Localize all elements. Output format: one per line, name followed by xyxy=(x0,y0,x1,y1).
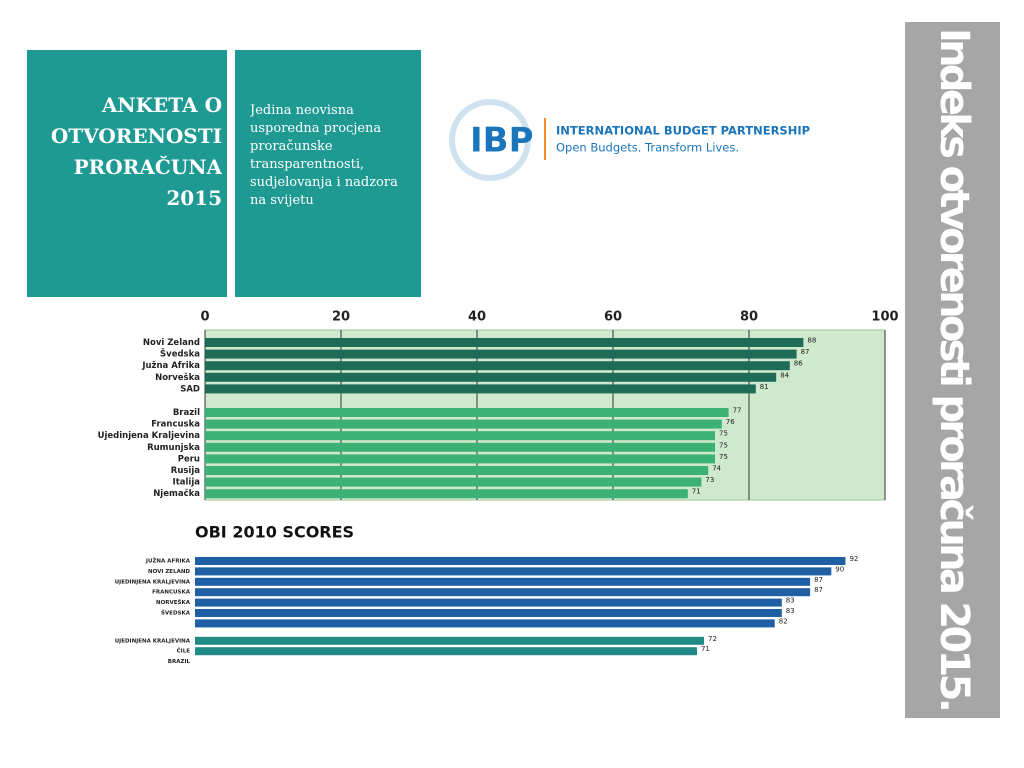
y-tick-label: NOVI ZELAND xyxy=(148,569,190,575)
y-tick-label: SAD xyxy=(180,384,200,394)
value-label: 72 xyxy=(708,635,717,643)
value-label: 86 xyxy=(794,360,803,368)
x-tick-label: 0 xyxy=(200,310,209,325)
x-tick-label: 60 xyxy=(604,310,622,325)
bar xyxy=(195,609,782,617)
header-title: ANKETA O OTVORENOSTI PRORAČUNA 2015 xyxy=(50,93,222,210)
side-bar xyxy=(905,22,1000,718)
bar xyxy=(205,477,702,487)
value-label: 75 xyxy=(719,453,728,461)
chart-title: OBI 2010 SCORES xyxy=(195,523,354,542)
y-tick-label: Njemačka xyxy=(153,488,200,499)
y-tick-label: Novi Zeland xyxy=(143,338,200,348)
bar xyxy=(205,338,804,347)
logo-tagline: Open Budgets. Transform Lives. xyxy=(556,141,739,155)
value-label: 87 xyxy=(814,586,823,594)
bar xyxy=(205,408,729,417)
x-tick-label: 40 xyxy=(468,310,486,325)
bar xyxy=(205,489,688,499)
bar xyxy=(195,557,846,565)
value-label: 83 xyxy=(786,607,795,615)
bar xyxy=(195,577,811,586)
y-tick-label: NORVEŠKA xyxy=(156,599,191,606)
y-tick-label: Švedska xyxy=(160,348,200,360)
value-label: 82 xyxy=(779,617,788,625)
value-label: 88 xyxy=(807,337,816,345)
logo-ring xyxy=(449,99,531,181)
x-tick-label: 80 xyxy=(740,310,758,325)
y-tick-label: Ujedinjena Kraljevina xyxy=(98,431,201,441)
title-box xyxy=(27,50,227,297)
value-label: 83 xyxy=(786,597,795,605)
value-label: 87 xyxy=(801,348,810,356)
y-tick-label: Norveška xyxy=(155,372,200,383)
value-label: 84 xyxy=(780,371,789,379)
y-tick-label: Rumunjska xyxy=(147,443,200,453)
x-tick-label: 100 xyxy=(871,310,898,325)
y-tick-label: UJEDINJENA KRALJEVINA xyxy=(115,579,191,585)
y-tick-label: Južna Afrika xyxy=(141,361,200,371)
bar xyxy=(205,466,709,475)
side-title: Indeks otvorenosti proračuna 2015. xyxy=(931,28,977,713)
y-tick-label: ČILE xyxy=(177,648,191,655)
logo-mark: IBP xyxy=(470,121,533,161)
value-label: 71 xyxy=(692,488,701,496)
value-label: 71 xyxy=(701,645,710,653)
bar xyxy=(205,361,790,371)
subtitle-box xyxy=(235,50,421,297)
value-label: 81 xyxy=(760,383,769,391)
y-tick-label: Brazil xyxy=(173,408,200,418)
bar xyxy=(205,442,715,452)
y-tick-label: JUŽNA AFRIKA xyxy=(145,557,191,565)
bar xyxy=(195,647,697,656)
subtitle-wrap: Jedina neovisna usporedna procjena prora… xyxy=(250,103,398,208)
bar xyxy=(205,419,722,429)
title-wrap: ANKETA O OTVORENOSTI PRORAČUNA 2015 xyxy=(50,93,222,210)
value-label: 74 xyxy=(712,465,721,473)
value-label: 92 xyxy=(849,555,858,563)
value-label: 75 xyxy=(719,430,728,438)
y-tick-label: BRAZIL xyxy=(168,659,191,665)
bar xyxy=(205,349,797,359)
y-tick-label: UJEDINJENA KRALJEVINA xyxy=(115,638,191,644)
bar xyxy=(205,372,777,382)
bar xyxy=(205,431,715,441)
value-label: 75 xyxy=(719,441,728,449)
y-tick-label: Peru xyxy=(178,454,200,464)
y-tick-label: Rusija xyxy=(171,466,200,476)
bar xyxy=(195,567,832,576)
y-tick-label: ŠVEDSKA xyxy=(161,610,191,617)
bar xyxy=(195,619,775,628)
value-label: 90 xyxy=(835,565,844,573)
value-label: 76 xyxy=(726,418,735,426)
value-label: 73 xyxy=(705,476,714,484)
bar xyxy=(205,454,715,464)
header-subtitle: Jedina neovisna usporedna procjena prora… xyxy=(250,103,398,208)
bar xyxy=(205,384,756,394)
bar xyxy=(195,588,811,597)
y-tick-label: FRANCUSKA xyxy=(152,590,191,596)
bar xyxy=(195,636,705,645)
x-tick-label: 20 xyxy=(332,310,350,325)
y-tick-label: Italija xyxy=(173,478,201,488)
y-tick-label: Francuska xyxy=(151,420,200,430)
logo-name: INTERNATIONAL BUDGET PARTNERSHIP xyxy=(556,124,810,138)
value-label: 87 xyxy=(814,576,823,584)
bar xyxy=(195,598,782,607)
value-label: 77 xyxy=(733,407,742,415)
